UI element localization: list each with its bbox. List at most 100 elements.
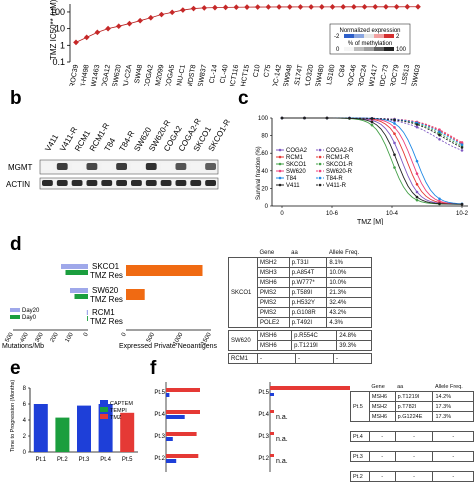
actin-band — [145, 180, 157, 186]
table-group-cell: SW620 — [228, 330, 258, 351]
table-cell: p.T31I — [288, 257, 328, 268]
panel-f: Pt.5 Pt.5 Pt.4 Pt.4 n.a. Pt.3 Pt.3 n.a. Pt.2 Pt.2… — [150, 378, 474, 474]
cell-line-label: LS513 — [401, 64, 411, 85]
table-cell: MSH6 — [368, 391, 396, 402]
legend-marker — [318, 148, 322, 152]
ic50-point — [233, 4, 240, 11]
legend-label: SW620-R — [326, 169, 353, 175]
actin-band — [116, 180, 127, 186]
table-row: Pt.3- - - — [350, 451, 474, 462]
survival-point — [438, 128, 441, 131]
table-header: Allele Freq. — [328, 249, 360, 256]
table-cell: MSH6 — [257, 277, 290, 288]
panel-e: 8 6 4 2 0 Time to Progression (Months) Pt.1 Pt.… — [0, 378, 150, 474]
table-cell: p.T1219I — [291, 340, 338, 351]
mutation-bar — [166, 454, 199, 458]
ic50-point — [286, 4, 293, 10]
mutation-bar-right — [270, 432, 274, 435]
ic50-point — [94, 29, 101, 36]
mutation-bar-right — [270, 454, 274, 457]
legend-label: Day20 — [22, 308, 40, 314]
patient-label-right: Pt.2 — [258, 456, 269, 462]
legend-marker — [318, 169, 322, 173]
ic50-point — [147, 14, 154, 21]
table-cell: p.W777* — [288, 277, 328, 288]
x-left-tick-label: 0 — [83, 331, 90, 337]
cell-line-label: SNU-C2A — [121, 64, 133, 86]
table-cell: - — [333, 353, 372, 364]
mgmt-label: MGMT — [8, 163, 33, 172]
y-tick-label: 1 — [60, 40, 65, 50]
table-cell: MSH2 — [257, 257, 290, 268]
panel-b: V411 V411-R RCM1 RCM1-R T84 T84-R SW620 SW620-R… — [0, 108, 232, 208]
actin-band — [101, 180, 113, 186]
table-cell: - — [368, 471, 396, 482]
legend-label: T84 — [286, 176, 297, 182]
ic50-point — [169, 9, 176, 16]
neoantigen-bar — [166, 393, 170, 397]
y-tick-label: 80 — [261, 134, 268, 140]
table-cell: MSH2 — [368, 401, 396, 412]
mutation-table: RCM1- - - — [228, 353, 372, 364]
mgmt-band — [145, 163, 157, 170]
table-spacer — [351, 442, 474, 452]
mgmt-band — [190, 163, 202, 170]
legend-label: COGA2-R — [326, 148, 354, 154]
cell-line-label: HDC-73 — [379, 64, 390, 86]
survival-point — [393, 122, 396, 125]
table-cell: 24.8% — [336, 330, 372, 341]
y-axis-label: Time to Progression (Months) — [10, 380, 16, 452]
survival-point — [460, 141, 464, 144]
ic50-point — [276, 4, 282, 10]
survival-point — [303, 116, 306, 120]
x-tick-label: 0 — [280, 211, 284, 217]
legend-gradient-cell — [364, 34, 374, 38]
ic50-point — [254, 4, 261, 10]
y-tick-label: 10 — [55, 24, 65, 34]
progression-bar — [55, 417, 70, 452]
actin-band — [205, 180, 216, 186]
cell-line-label: COGA12 — [100, 64, 112, 86]
survival-point — [415, 190, 419, 194]
legend-methyl-cell — [364, 47, 374, 51]
table-cell: - — [432, 431, 474, 442]
panel-a: 100 10 1 0.1 TMZ IC50** (uM) HROC39 NCI-H498 SW… — [0, 0, 474, 96]
patient-label-right: Pt.4 — [258, 412, 269, 418]
table-cell: - — [368, 431, 396, 442]
survival-point — [438, 199, 441, 203]
actin-band — [56, 180, 68, 186]
survival-point — [415, 172, 419, 175]
actin-band — [71, 180, 83, 186]
neoantigen-bar — [166, 415, 185, 419]
x-left-tick-label: 100 — [65, 331, 76, 343]
survival-point — [415, 195, 419, 199]
mgmt-band — [131, 163, 142, 170]
table-cell: 10.0% — [326, 267, 372, 278]
day20-bar — [61, 264, 88, 269]
table-row: RCM1- - - — [228, 353, 372, 364]
x-right-axis-label: Expressed Private Neoantigens — [119, 343, 218, 350]
cell-line-label: HROC24 — [357, 64, 369, 86]
patient-label: Pt.4 — [154, 412, 165, 418]
survival-point — [370, 123, 374, 127]
group-label: SKCO1 — [92, 262, 120, 271]
ic50-point — [404, 3, 411, 10]
mgmt-band — [160, 163, 172, 170]
mgmt-band — [175, 163, 187, 170]
legend-swatch — [100, 400, 108, 405]
actin-band — [131, 180, 142, 186]
legend-marker — [278, 183, 282, 187]
table-cell: - — [394, 451, 434, 462]
table-spacer — [351, 462, 474, 472]
ic50-point — [115, 23, 122, 30]
y-tick-label: 0.1 — [52, 57, 65, 67]
cell-line-label: SW1463 — [90, 64, 102, 86]
table-cell: - — [368, 451, 396, 462]
table-group-cell: SKCO1 — [228, 257, 258, 328]
legend-label: SW620 — [286, 169, 306, 175]
cell-line-label: C75 — [263, 64, 272, 78]
group-sublabel: TMZ Res — [90, 271, 123, 280]
actin-band — [86, 180, 98, 186]
